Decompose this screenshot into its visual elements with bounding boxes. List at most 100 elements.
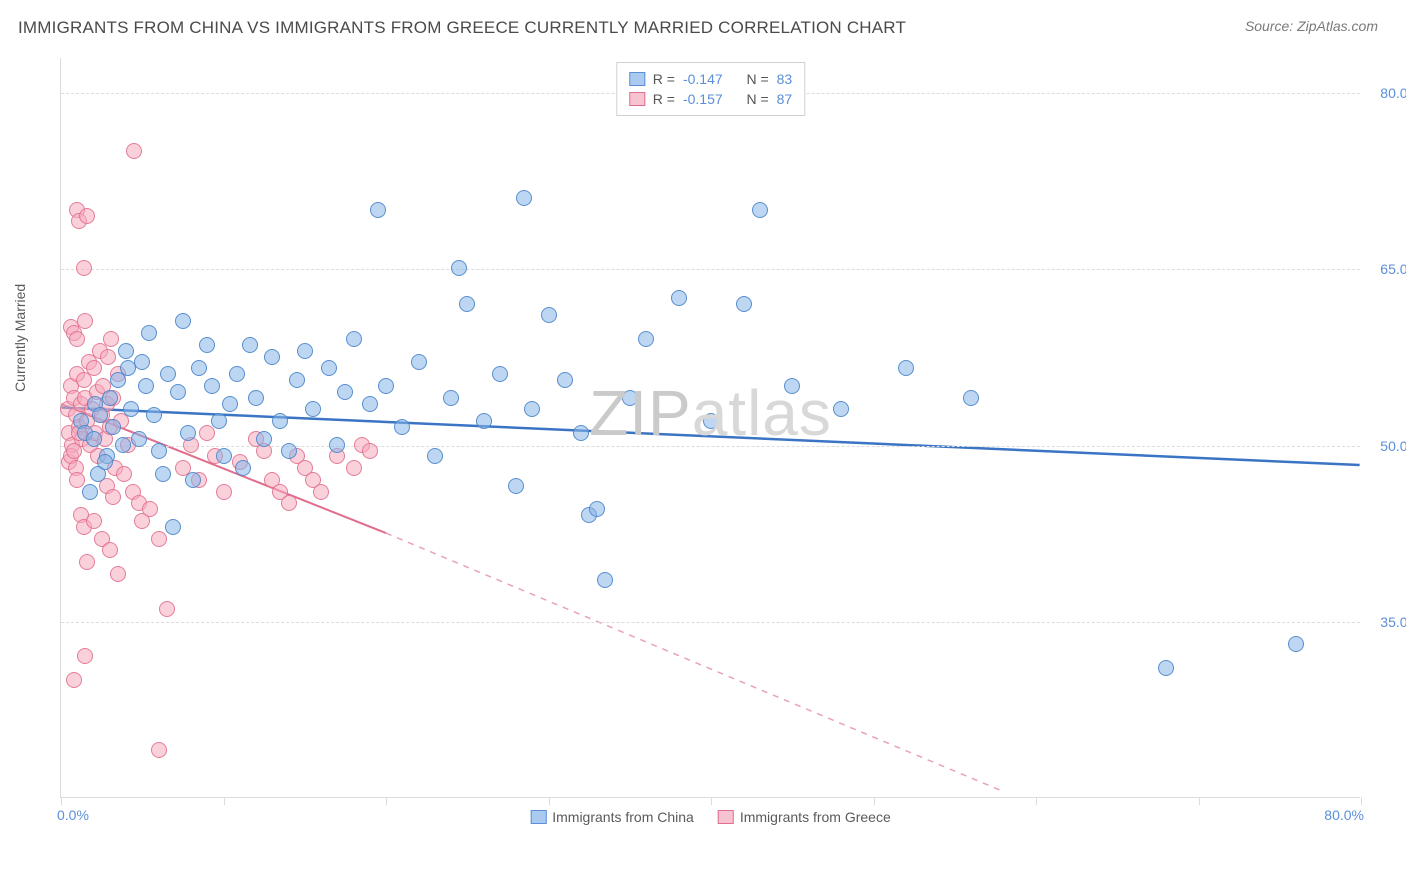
data-point: [69, 472, 85, 488]
data-point: [1288, 636, 1304, 652]
y-tick-label: 65.0%: [1380, 261, 1406, 277]
legend-china: Immigrants from China: [530, 809, 694, 825]
data-point: [492, 366, 508, 382]
data-point: [100, 349, 116, 365]
data-point: [346, 460, 362, 476]
x-tick: [874, 797, 875, 805]
legend-greece-label: Immigrants from Greece: [740, 809, 891, 825]
data-point: [76, 260, 92, 276]
data-point: [736, 296, 752, 312]
data-point: [362, 396, 378, 412]
stats-row-china: R = -0.147 N = 83: [629, 69, 792, 89]
data-point: [459, 296, 475, 312]
data-point: [346, 331, 362, 347]
data-point: [963, 390, 979, 406]
x-tick: [1199, 797, 1200, 805]
data-point: [329, 437, 345, 453]
data-point: [160, 366, 176, 382]
gridline: [61, 622, 1360, 623]
china-n-value: 83: [777, 71, 793, 87]
data-point: [337, 384, 353, 400]
data-point: [229, 366, 245, 382]
data-point: [141, 325, 157, 341]
data-point: [66, 672, 82, 688]
x-tick: [1036, 797, 1037, 805]
x-tick: [549, 797, 550, 805]
data-point: [222, 396, 238, 412]
y-tick-label: 50.0%: [1380, 438, 1406, 454]
data-point: [703, 413, 719, 429]
data-point: [784, 378, 800, 394]
data-point: [451, 260, 467, 276]
data-point: [131, 431, 147, 447]
chart-container: Currently Married ZIPatlas R = -0.147 N …: [48, 58, 1368, 818]
swatch-pink-icon: [718, 810, 734, 824]
data-point: [138, 378, 154, 394]
data-point: [242, 337, 258, 353]
data-point: [77, 648, 93, 664]
data-point: [97, 454, 113, 470]
data-point: [142, 501, 158, 517]
data-point: [597, 572, 613, 588]
data-point: [638, 331, 654, 347]
data-point: [476, 413, 492, 429]
data-point: [524, 401, 540, 417]
data-point: [134, 354, 150, 370]
data-point: [622, 390, 638, 406]
data-point: [281, 495, 297, 511]
data-point: [235, 460, 251, 476]
data-point: [216, 448, 232, 464]
data-point: [110, 566, 126, 582]
data-point: [120, 360, 136, 376]
y-tick-label: 80.0%: [1380, 85, 1406, 101]
data-point: [557, 372, 573, 388]
swatch-pink-icon: [629, 92, 645, 106]
data-point: [264, 349, 280, 365]
data-point: [115, 437, 131, 453]
data-point: [103, 331, 119, 347]
greece-n-value: 87: [777, 91, 793, 107]
data-point: [508, 478, 524, 494]
x-min-label: 0.0%: [57, 807, 89, 823]
n-label: N =: [746, 91, 768, 107]
data-point: [427, 448, 443, 464]
x-tick: [386, 797, 387, 805]
data-point: [281, 443, 297, 459]
data-point: [211, 413, 227, 429]
data-point: [82, 484, 98, 500]
data-point: [86, 513, 102, 529]
data-point: [159, 601, 175, 617]
data-point: [378, 378, 394, 394]
greece-r-value: -0.157: [683, 91, 723, 107]
data-point: [248, 390, 264, 406]
data-point: [86, 360, 102, 376]
data-point: [146, 407, 162, 423]
x-tick: [61, 797, 62, 805]
y-tick-label: 35.0%: [1380, 614, 1406, 630]
data-point: [102, 542, 118, 558]
r-label: R =: [653, 91, 675, 107]
data-point: [170, 384, 186, 400]
data-point: [256, 431, 272, 447]
data-point: [272, 413, 288, 429]
legend-greece: Immigrants from Greece: [718, 809, 891, 825]
data-point: [370, 202, 386, 218]
data-point: [151, 531, 167, 547]
data-point: [289, 372, 305, 388]
data-point: [105, 489, 121, 505]
data-point: [411, 354, 427, 370]
data-point: [297, 343, 313, 359]
legend-china-label: Immigrants from China: [552, 809, 694, 825]
data-point: [185, 472, 201, 488]
data-point: [313, 484, 329, 500]
data-point: [362, 443, 378, 459]
data-point: [216, 484, 232, 500]
data-point: [123, 401, 139, 417]
data-point: [66, 443, 82, 459]
y-axis-title: Currently Married: [12, 284, 28, 392]
x-max-label: 80.0%: [1324, 807, 1364, 823]
stats-legend: R = -0.147 N = 83 R = -0.157 N = 87: [616, 62, 805, 116]
plot-area: ZIPatlas R = -0.147 N = 83 R = -0.157 N …: [60, 58, 1360, 798]
source-label: Source: ZipAtlas.com: [1245, 18, 1378, 34]
data-point: [671, 290, 687, 306]
